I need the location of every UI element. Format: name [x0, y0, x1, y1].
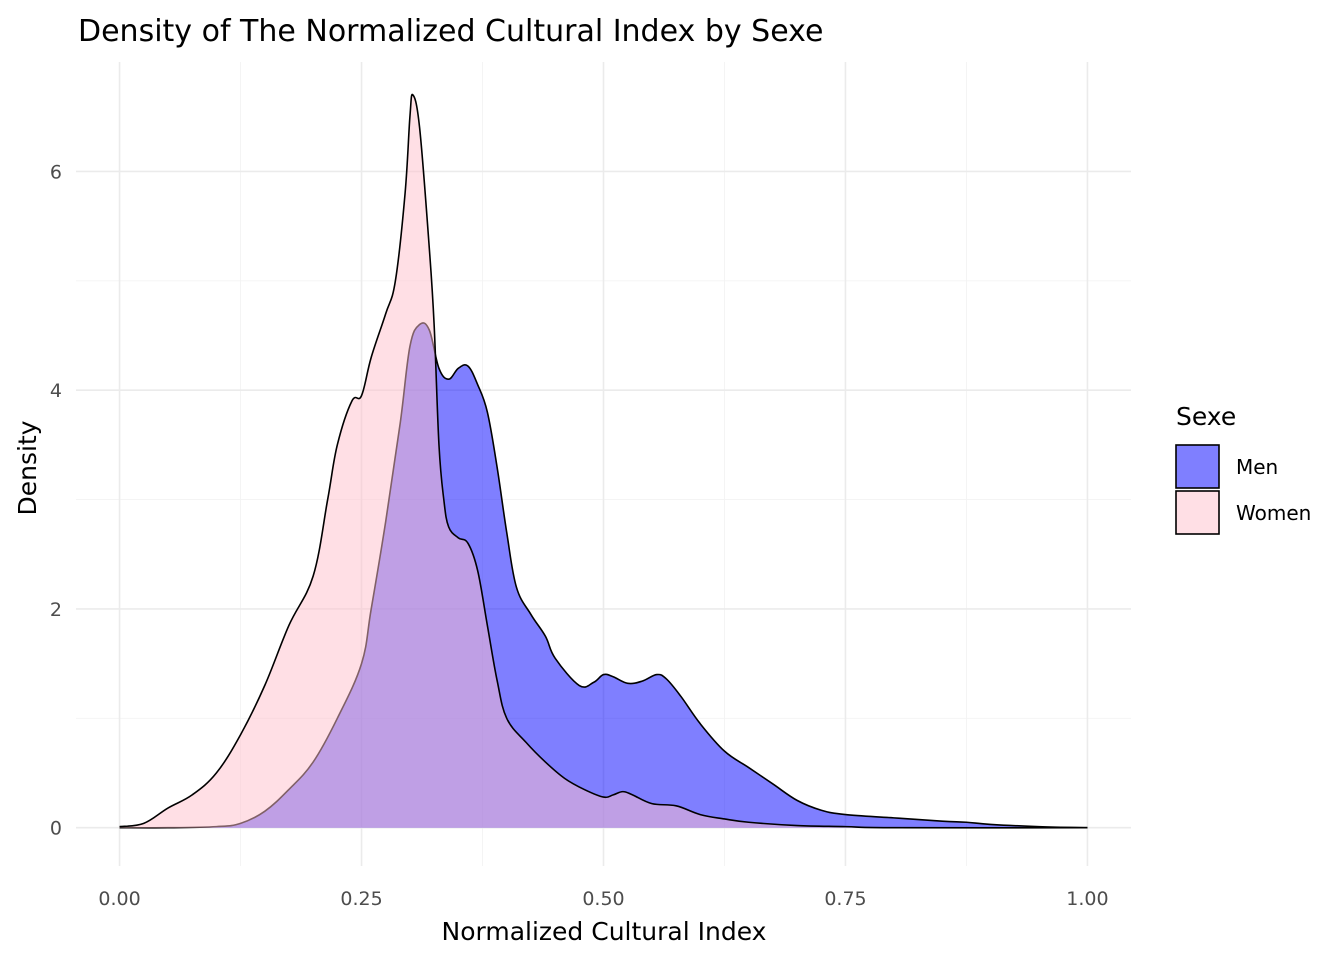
x-axis-title: Normalized Cultural Index — [442, 917, 767, 946]
legend: Sexe Men Women — [1175, 402, 1311, 535]
x-tick-label: 0.50 — [582, 888, 624, 910]
legend-key-women — [1175, 490, 1220, 535]
y-axis-title: Density — [13, 420, 42, 515]
legend-label-men: Men — [1236, 455, 1278, 479]
axis-ticks: 0.00 0.25 0.50 0.75 1.00 0 2 4 6 — [50, 161, 1109, 910]
y-tick-label: 0 — [50, 818, 62, 840]
x-tick-label: 0.25 — [340, 888, 382, 910]
legend-key-men — [1175, 444, 1220, 489]
legend-label-women: Women — [1236, 501, 1311, 525]
density-areas — [119, 93, 1088, 829]
x-tick-label: 1.00 — [1066, 888, 1108, 910]
chart-title: Density of The Normalized Cultural Index… — [78, 14, 823, 49]
x-tick-label: 0.75 — [824, 888, 866, 910]
y-tick-label: 2 — [50, 599, 62, 621]
density-area-women — [119, 94, 1088, 828]
x-tick-label: 0.00 — [98, 888, 140, 910]
legend-title: Sexe — [1176, 402, 1236, 431]
density-outline-women — [119, 93, 1088, 829]
y-tick-label: 4 — [50, 380, 62, 402]
y-tick-label: 6 — [50, 161, 62, 183]
